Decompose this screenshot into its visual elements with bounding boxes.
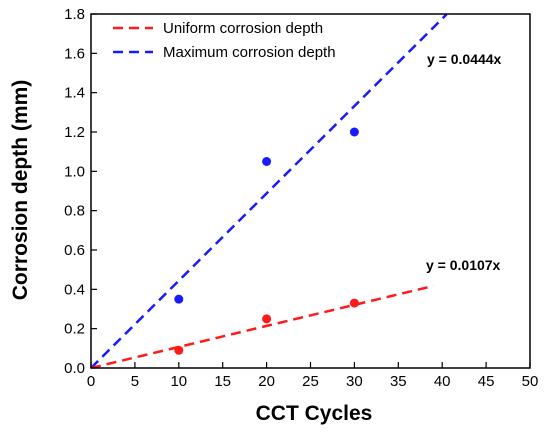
x-axis-title: CCT Cycles [256,402,373,425]
x-tick-label: 30 [346,373,363,390]
y-tick-label: 1.2 [64,124,85,141]
x-tick-label: 0 [87,373,95,390]
y-tick-label: 0.2 [64,321,85,338]
data-point-maximum-2 [349,127,359,137]
y-tick-label: 0.6 [64,242,85,259]
y-tick-label: 1.4 [64,85,85,102]
equation-label-maximum: y = 0.0444x [427,51,502,67]
axis-titles: CCT Cycles Corrosion depth (mm) [9,80,372,425]
plot-area: y = 0.0444x y = 0.0107x [91,14,502,368]
data-point-maximum-1 [262,157,272,166]
data-point-uniform-1 [262,314,272,324]
y-axis-title: Corrosion depth (mm) [9,80,32,301]
y-tick-label: 0.8 [64,203,85,220]
x-tick-label: 45 [478,373,495,390]
x-tick-label: 10 [170,373,187,390]
x-tick-label: 50 [522,373,539,390]
x-tick-label: 35 [390,373,407,390]
data-point-uniform-2 [349,298,359,308]
fit-lines [91,14,448,368]
x-tick-label: 15 [214,373,231,390]
legend-label-maximum: Maximum corrosion depth [163,44,336,61]
y-tick-label: 1.6 [64,45,85,62]
legend-label-uniform: Uniform corrosion depth [163,20,323,37]
equation-label-uniform: y = 0.0107x [426,257,501,273]
x-tick-label: 40 [434,373,451,390]
x-tick-label: 5 [131,373,139,390]
data-point-uniform-0 [174,345,184,355]
axes: 0 5 10 15 20 25 30 35 40 45 50 0.0 0.2 0.4 0.6 0.8 1.0 1.… [64,6,538,390]
legend: Uniform corrosion depth Maximum corrosion… [113,20,336,61]
fit-line-maximum [91,14,448,368]
y-tick-label: 0.0 [64,360,85,377]
fit-line-uniform [91,284,434,368]
y-tick-label: 1.0 [64,163,85,180]
x-tick-label: 20 [258,373,275,390]
data-point-maximum-0 [174,294,184,304]
y-tick-label: 1.8 [64,6,85,23]
y-tick-label: 0.4 [64,281,85,298]
x-tick-label: 25 [302,373,319,390]
